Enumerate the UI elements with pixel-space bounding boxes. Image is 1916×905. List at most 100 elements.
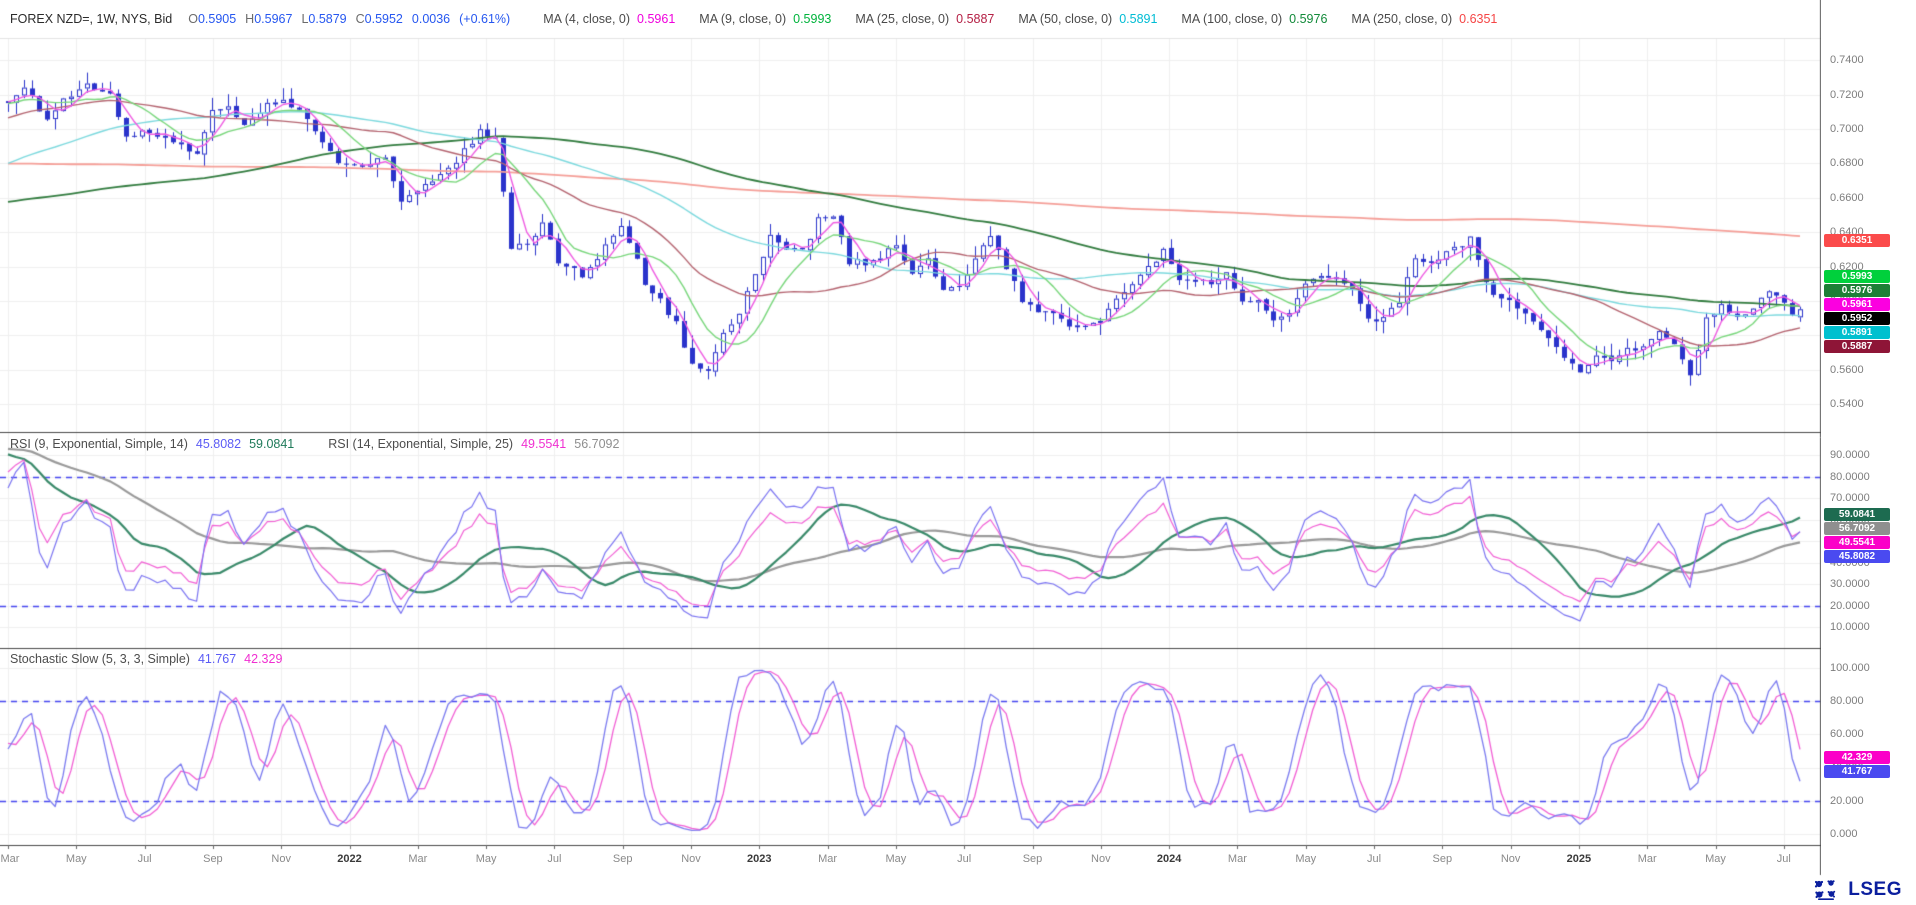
stoch-d-value: 42.329 [244,652,283,666]
time-axis-label: 2025 [1566,853,1592,865]
time-axis-label: Nov [681,853,701,865]
axis-tick-label: 0.7200 [1830,88,1864,101]
time-axis-label: Mar [408,853,428,865]
price-badge: 0.5961 [1824,298,1890,311]
ma-legend-item[interactable]: MA (4, close, 0) 0.5961 [543,12,675,26]
time-axis-label: May [1705,853,1726,865]
time-axis-label: Jul [1366,853,1382,865]
ma-legend-item[interactable]: MA (9, close, 0) 0.5993 [699,12,831,26]
stoch-badge: 42.329 [1824,751,1890,764]
time-axis-label: Sep [612,853,633,865]
axis-tick-label: 20.0000 [1830,599,1870,612]
axis-tick-label: 100.000 [1830,662,1870,674]
ma-value: 0.5993 [793,12,832,26]
time-axis-label: Jul [1776,853,1791,865]
axis-tick-label: 0.6600 [1830,191,1864,204]
axis-tick-label: 90.0000 [1830,449,1870,461]
ma-legend-item[interactable]: MA (50, close, 0) 0.5891 [1018,12,1157,26]
ma-value: 0.5961 [637,12,676,26]
ma-value: 0.5976 [1289,12,1328,26]
quote-field-value: 0.5905 [197,12,237,26]
ma-value: 0.5887 [956,12,995,26]
time-axis-label: Nov [271,853,291,865]
axis-tick-label: 0.7400 [1830,54,1864,67]
axis-tick-label: 80.0000 [1830,470,1870,483]
time-axis-label: 2023 [747,853,772,865]
time-axis-label: Nov [1500,853,1521,865]
price-badge: 0.5891 [1824,326,1890,339]
price-badge: 0.5993 [1824,270,1890,283]
time-axis-label: Mar [818,853,838,865]
time-axis-label: Jul [137,853,152,865]
ma-label: MA (25, close, 0) [855,12,950,26]
price-badge: 0.5887 [1824,340,1890,353]
axis-tick-label: 30.0000 [1830,578,1870,590]
instrument-title[interactable]: FOREX NZD=, 1W, NYS, Bid [10,12,173,26]
axis-tick-label: 0.6200 [1830,260,1864,273]
ma-label: MA (50, close, 0) [1018,12,1113,26]
time-axis-label: Mar [1227,853,1247,865]
time-axis-label: Sep [1432,853,1453,865]
axis-tick-label: 0.7000 [1830,123,1864,136]
ma-value: 0.6351 [1459,12,1498,26]
ma-label: MA (4, close, 0) [543,12,631,26]
lseg-logo-text: LSEG [1848,879,1902,900]
axis-tick-label: 0.5400 [1830,398,1864,411]
lseg-logo: LSEG [1812,878,1902,902]
quote-field-value: 0.0036 [411,12,451,26]
time-axis-label: May [65,853,87,865]
time-axis-label: May [1295,853,1317,865]
time-axis[interactable]: Mar May Jul Sep Nov 2022 Mar May Jul Sep Nov 2023 Ma… [0,845,1820,875]
ma-legend-item[interactable]: MA (250, close, 0) 0.6351 [1351,12,1497,26]
rsi-legend[interactable]: RSI (9, Exponential, Simple, 14) 45.8082 5… [10,437,619,451]
time-axis-label: May [475,853,497,865]
quote-field-label: L [301,12,309,26]
axis-tick-label: 80.000 [1830,695,1864,708]
rsi2-label: RSI (14, Exponential, Simple, 25) [328,437,514,451]
stoch-label: Stochastic Slow (5, 3, 3, Simple) [10,652,190,666]
chart-header: FOREX NZD=, 1W, NYS, Bid O0.5905 H0.5967 L… [0,0,1820,38]
ma-label: MA (250, close, 0) [1351,12,1453,26]
rsi-badge: 56.7092 [1824,522,1890,535]
price-badge: 0.6351 [1824,234,1890,247]
quote-field-label: O [188,12,198,26]
time-axis-label: Sep [203,853,223,865]
time-axis-label: Mar [0,853,20,865]
time-axis-label: 2022 [337,853,362,865]
ma-label: MA (100, close, 0) [1181,12,1283,26]
time-axis-label: Jul [957,853,972,865]
rsi-badge: 59.0841 [1824,508,1890,521]
time-axis-label: 2024 [1156,853,1182,865]
quote-field-value: 0.5879 [308,12,347,26]
axis-tick-label: 0.5600 [1830,363,1864,376]
axis-tick-label: 60.000 [1830,728,1864,741]
ma-legend-item[interactable]: MA (25, close, 0) 0.5887 [855,12,994,26]
rsi1-label: RSI (9, Exponential, Simple, 14) [10,437,188,451]
rsi2-ma-value: 56.7092 [574,437,620,451]
rsi1-ma-value: 59.0841 [249,437,295,451]
axis-tick-label: 0.6800 [1830,157,1864,170]
quote-field-value: 0.5952 [364,12,403,26]
ma-label: MA (9, close, 0) [699,12,787,26]
axis-tick-label: 0.000 [1830,828,1858,840]
ma-legend-item[interactable]: MA (100, close, 0) 0.5976 [1181,12,1327,26]
rsi-badge: 49.5541 [1824,536,1890,549]
time-axis-label: Mar [1637,853,1657,865]
price-badge: 0.5976 [1824,284,1890,297]
lseg-crest-icon [1815,880,1836,900]
rsi1-value: 45.8082 [195,437,242,451]
price-axis-strip[interactable]: 0.7400 0.7200 0.7000 0.6800 0.6600 0.6400 0.62… [1821,0,1916,875]
stoch-k-value: 41.767 [197,652,237,666]
quote-field-value: (+0.61%) [459,12,511,26]
rsi2-value: 49.5541 [521,437,567,451]
quote-values: O0.5905 H0.5967 L0.5879 C0.5952 0.0036 (+0.61… [188,12,519,26]
axis-tick-label: 20.000 [1830,794,1864,807]
stochastic-legend[interactable]: Stochastic Slow (5, 3, 3, Simple) 41.767 4… [10,652,282,666]
axis-tick-label: 10.0000 [1830,621,1870,633]
time-axis-label: Sep [1022,853,1043,865]
rsi-badge: 45.8082 [1824,550,1890,563]
time-axis-label: Nov [1091,853,1111,865]
time-axis-label: May [885,853,907,865]
